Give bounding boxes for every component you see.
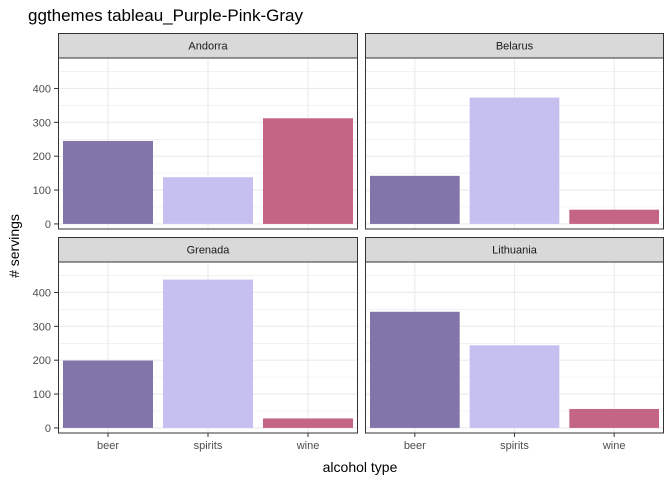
panel-lithuania: Lithuania beer spirits wine <box>365 237 664 452</box>
bar-beer <box>63 140 153 224</box>
panel-grenada: Grenada 0 100 200 300 400 beer spirits wine <box>33 237 358 452</box>
y-tick-label: 300 <box>33 321 51 333</box>
x-tick-label: spirits <box>500 440 529 452</box>
y-tick-label: 400 <box>33 83 51 95</box>
bar-beer <box>369 311 460 428</box>
y-axis-title: # servings <box>6 214 22 278</box>
y-tick-label: 0 <box>45 423 51 435</box>
panels-layer: Andorra 0 100 200 300 400 Belarus Grenada 0 100 20… <box>33 33 664 452</box>
bar-wine <box>263 418 353 428</box>
x-tick-label: wine <box>296 440 320 452</box>
bar-beer <box>369 175 460 224</box>
bar-spirits <box>163 279 253 428</box>
strip-label: Andorra <box>188 41 228 53</box>
strip-background <box>58 33 358 59</box>
bar-spirits <box>163 177 253 224</box>
strip-label: Belarus <box>496 41 534 53</box>
x-tick-label: beer <box>404 440 426 452</box>
x-tick-label: beer <box>97 440 119 452</box>
strip-label: Lithuania <box>492 245 538 257</box>
panel-belarus: Belarus <box>365 33 664 230</box>
strip-background <box>365 237 664 263</box>
x-axis-title: alcohol type <box>323 459 398 475</box>
y-tick-label: 200 <box>33 151 51 163</box>
x-tick-label: wine <box>602 440 626 452</box>
x-tick-label: spirits <box>194 440 223 452</box>
bar-wine <box>569 408 660 428</box>
bar-beer <box>63 360 153 428</box>
strip-label: Grenada <box>187 245 231 257</box>
strip-background <box>58 237 358 263</box>
y-tick-label: 100 <box>33 185 51 197</box>
strip-background <box>365 33 664 59</box>
y-tick-label: 100 <box>33 389 51 401</box>
bar-spirits <box>469 97 560 224</box>
y-tick-label: 0 <box>45 219 51 231</box>
y-tick-label: 200 <box>33 355 51 367</box>
bar-wine <box>569 209 660 224</box>
bar-spirits <box>469 345 560 428</box>
panel-andorra: Andorra 0 100 200 300 400 <box>33 33 358 231</box>
bar-wine <box>263 118 353 224</box>
chart-title: ggthemes tableau_Purple-Pink-Gray <box>28 6 303 25</box>
y-tick-label: 300 <box>33 117 51 129</box>
y-tick-label: 400 <box>33 287 51 299</box>
